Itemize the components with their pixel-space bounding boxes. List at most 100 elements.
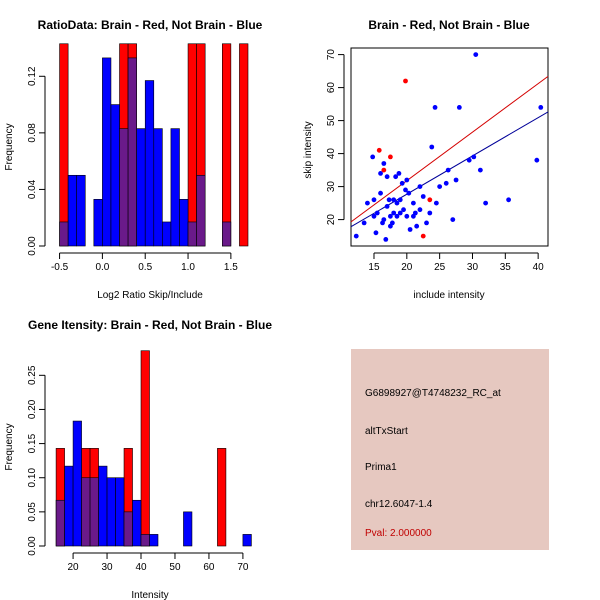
scatter-title: Brain - Red, Not Brain - Blue — [368, 18, 530, 32]
intensity-histogram-x-tick-label: 20 — [68, 562, 80, 573]
scatter-point-not-brain — [397, 197, 403, 203]
scatter-point-not-brain — [397, 210, 403, 216]
ratio-histogram-y-tick-label: 0.08 — [27, 123, 38, 143]
scatter-point-not-brain — [373, 230, 379, 236]
scatter-point-not-brain — [443, 180, 449, 186]
scatter-point-not-brain — [361, 220, 367, 226]
scatter-point-not-brain — [477, 167, 483, 173]
scatter-point-not-brain — [433, 200, 439, 206]
scatter-point-not-brain — [370, 154, 376, 160]
scatter-point-not-brain — [432, 105, 438, 110]
ratio-histogram-bar-not-brain — [110, 104, 120, 247]
gene-name: Prima1 — [365, 462, 397, 473]
ratio-histogram-panel: RatioData: Brain - Red, Not Brain - Blue… — [4, 18, 263, 301]
intensity-histogram-bar-overlap — [89, 477, 99, 547]
scatter-point-not-brain — [404, 177, 410, 183]
intensity-histogram-title: Gene Itensity: Brain - Red, Not Brain - … — [28, 318, 272, 332]
scatter-x-tick-label: 20 — [401, 262, 413, 273]
intensity-histogram-y-tick-label: 0.25 — [27, 365, 38, 385]
intensity-histogram-x-tick-label: 60 — [203, 562, 215, 573]
ratio-histogram-bar-not-brain — [76, 174, 86, 247]
scatter-x-tick-label: 35 — [500, 262, 512, 273]
ratio-histogram-bars — [59, 43, 249, 247]
scatter-point-not-brain — [384, 174, 390, 180]
scatter-x-tick-label: 15 — [368, 262, 380, 273]
ratio-histogram-bar-not-brain — [153, 128, 163, 247]
intensity-histogram-bar-not-brain — [106, 477, 116, 547]
scatter-y-tick-label: 40 — [326, 148, 337, 160]
ratio-histogram-bar-not-brain — [102, 57, 112, 247]
scatter-point-not-brain — [378, 190, 383, 196]
info-panel-background — [351, 349, 549, 550]
intensity-histogram-y-tick-label: 0.00 — [27, 536, 38, 556]
intensity-histogram-bar-not-brain — [242, 534, 252, 547]
scatter-point-not-brain — [381, 161, 387, 166]
intensity-histogram-y-tick-label: 0.20 — [27, 399, 38, 419]
ratio-histogram-ylabel: Frequency — [4, 123, 15, 170]
scatter-point-not-brain — [424, 220, 429, 226]
scatter-point-not-brain — [371, 213, 377, 219]
scatter-point-not-brain — [391, 210, 397, 216]
ratio-histogram-bar-brain — [59, 43, 69, 247]
ratio-histogram-bar-not-brain — [179, 199, 189, 247]
scatter-point-not-brain — [403, 187, 408, 193]
intensity-histogram-ylabel: Frequency — [4, 423, 15, 470]
intensity-histogram-y-tick-label: 0.10 — [27, 468, 38, 488]
ratio-histogram-x-tick-label: 0.5 — [138, 262, 152, 273]
scatter-point-not-brain — [414, 223, 420, 229]
scatter-ylabel: skip intensity — [303, 121, 314, 178]
scatter-point-brain — [427, 197, 433, 203]
pval-text: Pval: 2.000000 — [365, 528, 432, 539]
intensity-histogram-bar-not-brain — [132, 499, 142, 547]
ratio-histogram-x-tick-label: 0.0 — [95, 262, 109, 273]
scatter-point-not-brain — [410, 200, 416, 206]
ratio-histogram-bar-not-brain — [144, 80, 155, 247]
scatter-point-not-brain — [453, 177, 459, 183]
scatter-points — [353, 52, 544, 242]
scatter-point-not-brain — [393, 174, 399, 180]
intensity-histogram-bar-overlap — [123, 511, 133, 547]
scatter-point-brain — [376, 147, 382, 153]
intensity-histogram-bar-not-brain — [72, 420, 82, 547]
ratio-histogram-x-tick-label: 1.0 — [181, 262, 195, 273]
intensity-histogram-bar-not-brain — [149, 534, 159, 547]
intensity-histogram-bar-not-brain — [98, 465, 108, 547]
scatter-point-not-brain — [420, 194, 426, 199]
ratio-histogram-bar-not-brain — [162, 221, 172, 247]
scatter-point-not-brain — [394, 200, 400, 206]
scatter-point-not-brain — [456, 105, 462, 110]
ratio-histogram-title: RatioData: Brain - Red, Not Brain - Blue — [38, 18, 263, 32]
scatter-point-not-brain — [381, 217, 387, 223]
scatter-y-tick-label: 60 — [326, 82, 337, 94]
scatter-point-not-brain — [483, 200, 489, 206]
scatter-point-not-brain — [445, 167, 451, 173]
scatter-point-not-brain — [506, 197, 511, 203]
intensity-histogram-bar-not-brain — [183, 511, 193, 547]
intensity-histogram-bar-overlap — [81, 477, 91, 547]
ratio-histogram-bar-brain — [187, 43, 197, 247]
scatter-point-not-brain — [534, 157, 540, 163]
scatter-point-not-brain — [417, 207, 423, 213]
ratio-histogram-y-tick-label: 0.12 — [27, 66, 38, 86]
scatter-point-not-brain — [388, 213, 393, 219]
scatter-panel: Brain - Red, Not Brain - Blue include in… — [303, 18, 549, 301]
intensity-histogram-y-tick-label: 0.05 — [27, 502, 38, 522]
scatter-point-not-brain — [427, 210, 433, 216]
scatter-point-brain — [388, 154, 393, 160]
intensity-histogram-x-tick-label: 40 — [135, 562, 147, 573]
ratio-histogram-y-tick-label: 0.04 — [27, 179, 38, 199]
ratio-histogram-bar-overlap — [196, 174, 206, 247]
scatter-y-tick-label: 20 — [326, 214, 337, 226]
ratio-histogram-bar-not-brain — [93, 199, 103, 247]
scatter-point-brain — [403, 78, 408, 84]
scatter-plot-box — [350, 47, 549, 247]
scatter-point-not-brain — [371, 197, 377, 203]
scatter-x-tick-label: 25 — [434, 262, 446, 273]
scatter-point-not-brain — [383, 237, 389, 242]
intensity-histogram-bar-not-brain — [64, 465, 74, 547]
scatter-point-not-brain — [384, 204, 390, 209]
scatter-point-brain — [420, 233, 426, 239]
scatter-point-not-brain — [471, 154, 477, 160]
scatter-point-not-brain — [386, 197, 392, 203]
probe-id: G6898927@T4748232_RC_at — [365, 388, 501, 399]
